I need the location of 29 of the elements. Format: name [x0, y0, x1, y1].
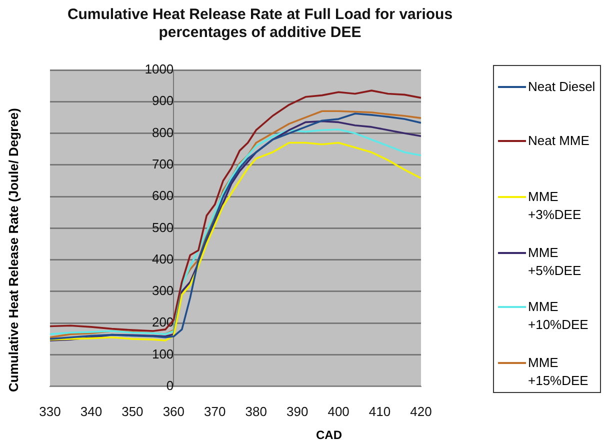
x-tick-label: 340 [80, 404, 102, 419]
y-axis-title: Cumulative Heat Release Rate (Joule/ Degree) [6, 107, 21, 394]
legend-label: MME +5%DEE [528, 244, 582, 280]
x-tick-label: 370 [204, 404, 226, 419]
x-axis-title: CAD [316, 428, 342, 442]
legend-label: MME +15%DEE [528, 354, 590, 390]
y-tick-label: 300 [152, 283, 174, 298]
x-tick-label: 360 [162, 404, 185, 419]
y-tick-label: 600 [152, 188, 174, 204]
legend-label: MME +10%DEE [528, 298, 590, 334]
x-tick-label: 390 [286, 404, 308, 419]
y-tick-label: 800 [152, 124, 174, 140]
y-tick-label: 100 [152, 346, 174, 362]
y-tick-label: 0 [166, 378, 174, 393]
y-tick-label: 400 [152, 251, 174, 266]
chart-title: Cumulative Heat Release Rate at Full Load for various percentages of additive DEE [66, 6, 454, 42]
x-tick-label: 420 [410, 404, 432, 419]
y-tick-label: 1000 [144, 62, 174, 77]
y-tick-label: 900 [152, 93, 174, 108]
legend-label: Neat Diesel [528, 78, 596, 96]
legend-label: MME +3%DEE [528, 188, 582, 224]
x-tick-label: 400 [328, 404, 350, 419]
x-tick-label: 330 [39, 404, 61, 419]
x-tick-label: 380 [245, 404, 267, 419]
y-tick-label: 500 [152, 220, 174, 235]
legend-label: Neat MME [528, 132, 590, 150]
x-tick-label: 350 [122, 404, 144, 419]
y-tick-label: 700 [152, 156, 174, 172]
x-tick-label: 410 [368, 404, 391, 419]
